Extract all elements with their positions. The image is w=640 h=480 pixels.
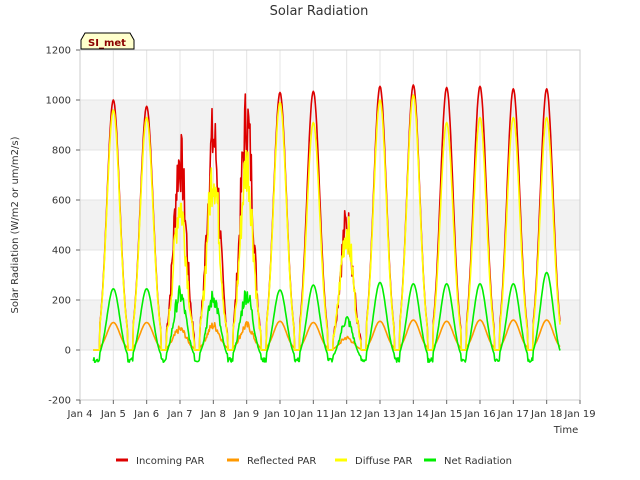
x-tick-label: Jan 5 (100, 409, 126, 420)
x-tick-label: Jan 11 (297, 409, 329, 420)
legend-label: Net Radiation (444, 456, 512, 467)
plot-bands (80, 100, 580, 350)
series-line-diffuse-par (93, 94, 561, 351)
plot-band (80, 200, 580, 250)
x-tick-label: Jan 19 (563, 409, 595, 420)
x-tick-label: Jan 15 (430, 409, 462, 420)
x-tick-label: Jan 10 (263, 409, 295, 420)
y-tick-label: 800 (52, 146, 71, 157)
y-tick-label: 0 (65, 346, 71, 357)
x-tick-label: Jan 6 (133, 409, 159, 420)
plot-band (80, 300, 580, 350)
y-tick-label: 1000 (46, 96, 71, 107)
y-axis-label: Solar Radiation (W/m2 or um/m2/s) (10, 136, 21, 313)
y-axis-ticks: -200 0 200 400 600 800 1000 1200 (46, 46, 80, 407)
series-lines (92, 84, 561, 364)
y-tick-label: 1200 (46, 46, 71, 57)
series-line-reflected-par (93, 319, 561, 351)
x-tick-label: Jan 8 (200, 409, 226, 420)
legend: Incoming PAR Reflected PAR Diffuse PAR Net … (116, 456, 512, 467)
x-tick-label: Jan 13 (363, 409, 395, 420)
y-tick-label: 600 (52, 196, 71, 207)
legend-label: Diffuse PAR (355, 456, 412, 467)
plot-frame (79, 49, 581, 401)
legend-label: Incoming PAR (136, 456, 205, 467)
badge-label: SI_met (88, 38, 126, 49)
y-tick-label: 200 (52, 296, 71, 307)
y-tick-label: -200 (48, 396, 71, 407)
x-tick-label: Jan 14 (397, 409, 429, 420)
y-tick-label: 400 (52, 246, 71, 257)
x-tick-label: Jan 12 (330, 409, 362, 420)
x-axis-ticks: Jan 4 Jan 5 Jan 6 Jan 7 Jan 8 Jan 9 Jan 10 Jan … (67, 400, 596, 420)
x-tick-label: Jan 16 (463, 409, 495, 420)
x-axis-label: Time (553, 425, 578, 436)
x-tick-label: Jan 18 (530, 409, 562, 420)
legend-label: Reflected PAR (247, 456, 316, 467)
x-tick-label: Jan 9 (233, 409, 259, 420)
series-line-net-radiation (92, 271, 561, 364)
x-tick-label: Jan 7 (167, 409, 193, 420)
x-tick-label: Jan 4 (67, 409, 93, 420)
chart-title: Solar Radiation (270, 4, 369, 19)
badge-shape (80, 32, 135, 50)
plot-band (80, 100, 580, 150)
station-badge: SI_met (80, 32, 135, 50)
x-tick-label: Jan 17 (497, 409, 529, 420)
